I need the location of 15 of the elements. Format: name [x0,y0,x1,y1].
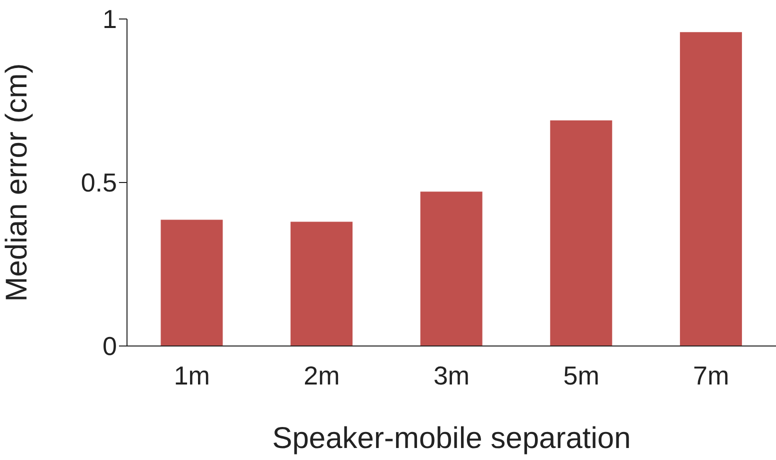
x-tick-label: 5m [563,360,600,390]
y-tick-label: 0 [102,331,117,362]
y-tick-label: 0.5 [80,168,117,198]
x-tick-label: 7m [693,360,730,390]
bar [290,222,353,346]
bar [420,192,482,346]
x-tick-label: 3m [433,360,470,390]
bar [550,120,612,346]
x-tick-label: 1m [174,360,210,390]
bar [160,220,223,346]
y-axis-title: Median error (cm) [0,63,34,302]
y-tick-label: 1 [102,4,117,34]
x-axis-title: Speaker-mobile separation [272,422,631,455]
bar [680,32,742,346]
x-tick-label: 2m [304,360,340,390]
